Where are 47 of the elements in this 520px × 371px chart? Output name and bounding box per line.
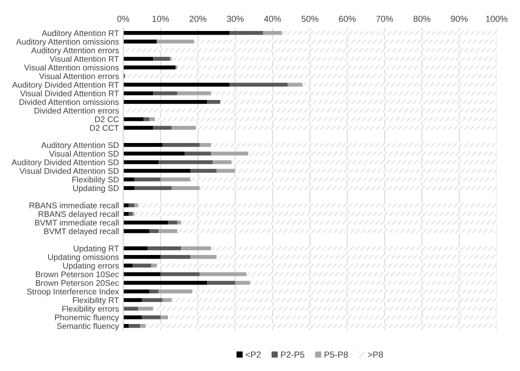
y-tick-label: Flexibility RT — [72, 297, 119, 305]
x-tick-label: 70% — [376, 16, 394, 22]
y-tick-label: Visual Divided Attention RT — [20, 90, 119, 96]
y-tick-label: Stroop Interference Index — [26, 288, 119, 296]
y-tick-label: Auditory Attention errors — [31, 47, 119, 55]
y-tick-label: Flexibility SD — [72, 176, 119, 184]
y-tick-label: Updating RT — [74, 245, 119, 254]
y-tick-label: Visual Divided Attention SD — [20, 168, 119, 174]
legend-label: <P2 — [246, 351, 261, 358]
x-tick-label: 40% — [264, 16, 282, 22]
y-tick-label: BVMT immediate recall — [35, 220, 119, 226]
y-tick-label: Visual Attention errors — [39, 73, 119, 80]
y-tick-label: Updating errors — [63, 262, 119, 270]
x-tick-label: 100% — [486, 16, 508, 22]
x-tick-label: 30% — [226, 16, 244, 22]
y-tick-label: Visual Attention SD — [49, 150, 119, 157]
y-tick-label: Divided Attention omissions — [20, 98, 119, 105]
y-tick-label: Auditory Attention RT — [42, 30, 119, 38]
legend-label: >P8 — [368, 351, 383, 358]
x-tick-label: 0% — [117, 16, 130, 22]
y-tick-label: Auditory Divided Attention RT — [12, 82, 119, 90]
x-tick-label: 80% — [414, 16, 430, 22]
y-tick-label: BVMT delayed recall — [44, 228, 119, 236]
x-tick-label: 60% — [338, 16, 356, 22]
y-tick-label: RBANS delayed recall — [38, 210, 119, 219]
y-tick-label: Visual Attention omissions — [24, 64, 119, 70]
y-tick-label: Phonemic fluency — [55, 314, 120, 322]
x-tick-label: 10% — [152, 16, 170, 22]
y-tick-label: Auditory Divided Attention SD — [12, 159, 119, 167]
legend-label: P2-P5 — [281, 351, 304, 358]
y-tick-label: Brown Peterson 10Sec — [36, 271, 119, 278]
y-tick-label: RBANS immediate recall — [30, 202, 119, 208]
y-tick-label: Auditory Attention SD — [41, 142, 119, 150]
x-tick-label: 50% — [302, 16, 318, 22]
y-tick-label: Updating SD — [73, 185, 119, 193]
y-tick-label: Brown Peterson 20Sec — [36, 280, 119, 286]
y-tick-label: Semantic fluency — [57, 322, 120, 331]
x-tick-label: 20% — [190, 16, 206, 22]
x-tick-label: 90% — [450, 16, 468, 22]
y-tick-label: Updating omissions — [48, 254, 119, 262]
legend-label: P5-P8 — [324, 351, 348, 358]
y-tick-label: Auditory Attention omissions — [16, 38, 119, 46]
y-tick-label: Divided Attention errors — [34, 108, 119, 114]
y-tick-label: D2 CC — [95, 116, 119, 122]
y-tick-label: Flexibility errors — [62, 306, 119, 314]
y-tick-label: D2 CCT — [90, 125, 119, 131]
y-tick-label: Visual Attention RT — [50, 56, 119, 62]
